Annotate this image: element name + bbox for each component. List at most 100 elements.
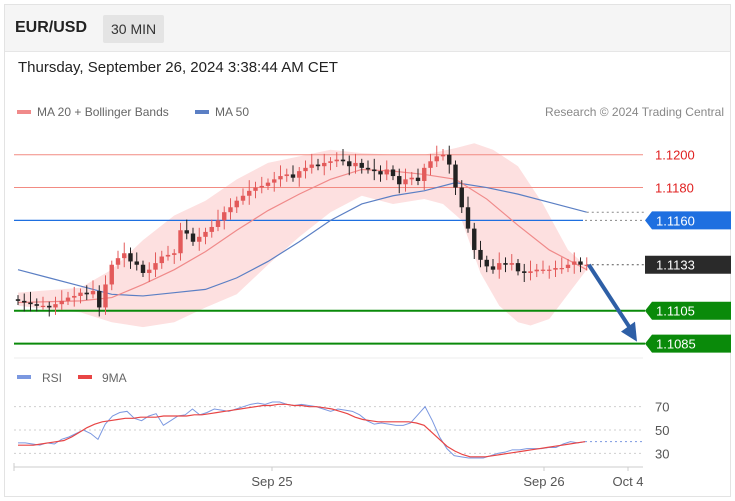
candle [372,158,377,181]
candle-body [515,263,521,272]
candle [378,165,383,182]
candle [553,260,558,278]
candle [447,145,452,174]
candle [509,254,514,271]
candle [265,178,271,191]
candle-body [53,304,58,308]
candle [253,181,258,199]
rsi-tick-label: 70 [655,400,669,415]
candle [203,227,208,245]
candle-body [222,212,227,221]
candle [59,290,64,310]
candle-body [503,263,508,265]
rsi-ma-legend-swatch [78,375,92,379]
x-axis-label: Sep 25 [251,474,292,489]
candle [534,263,539,278]
candle-body [522,271,527,273]
symbol-title: EUR/USD [15,19,88,36]
support-1-label: 1.1105 [656,304,695,319]
candle-body [115,258,121,265]
candle [140,260,146,278]
candle [40,296,46,310]
candle-body [59,300,64,305]
candle-body [528,271,533,273]
candle [565,258,571,273]
ma20-legend-swatch [17,110,31,114]
candle [190,227,196,246]
candle [340,148,346,166]
copyright-text: Research © 2024 Trading Central [545,105,724,119]
candle-body [209,226,214,232]
candle [115,250,121,269]
candle-body [422,167,427,181]
candle-body [559,268,564,270]
candle-body [147,269,152,273]
candle-body [384,169,389,175]
rsi-ma-legend-label: 9MA [102,371,127,385]
candle-body [278,176,283,180]
candle [84,285,89,301]
candle [247,180,252,205]
ma20-line [17,168,588,304]
candle-body [353,162,358,167]
candle [90,280,96,299]
candle [109,260,114,291]
candle-body [22,300,27,303]
candle-body [409,177,414,180]
candle-body [565,264,571,269]
candle-body [240,195,246,201]
candle [259,176,264,194]
forecast-arrowhead [621,321,637,342]
candle [78,288,83,304]
candle-body [553,268,558,270]
candle-body [378,171,383,175]
candle [47,301,52,317]
candle [240,188,246,205]
candle-body [159,256,164,264]
candle [128,247,133,269]
candle-body [428,161,433,168]
candle-body [478,249,483,260]
candle-body [540,269,546,271]
candle [134,252,139,271]
candle [478,240,483,268]
candle-body [203,231,208,237]
ma50-line [17,182,587,297]
candle-body [253,187,258,191]
current-price-label-bg [645,255,731,274]
rsi-legend-swatch [17,375,31,379]
candle-body [103,284,108,308]
ma20-legend-label: MA 20 + Bollinger Bands [37,105,169,119]
forecast-arrow [587,263,633,331]
candle-body [128,253,133,262]
candle-body [259,185,264,188]
candle-body [328,161,333,163]
candle-body [134,261,139,265]
candle-body [47,305,52,308]
candle-body [290,174,296,178]
candle [584,257,589,271]
candle-body [228,207,233,213]
candle [309,153,314,174]
candle-body [215,220,221,227]
pivot-label: 1.1160 [656,213,695,228]
candle [97,285,102,317]
timeframe-tab[interactable]: 30 MIN [103,15,165,43]
pivot-label-bg [645,211,731,230]
candle [409,171,414,186]
candle [503,257,508,273]
candle [415,168,421,186]
candle [165,245,171,261]
candle-body [197,236,202,242]
candle-body [284,174,289,177]
candle-body [34,304,39,306]
candle [34,298,39,312]
rsi-ma-line [18,403,586,458]
candle-body [315,164,321,167]
support-1-label-bg [645,301,731,320]
rsi-tick-label: 50 [655,423,669,438]
candle [297,167,302,187]
candle [403,168,408,192]
candle [215,209,221,232]
